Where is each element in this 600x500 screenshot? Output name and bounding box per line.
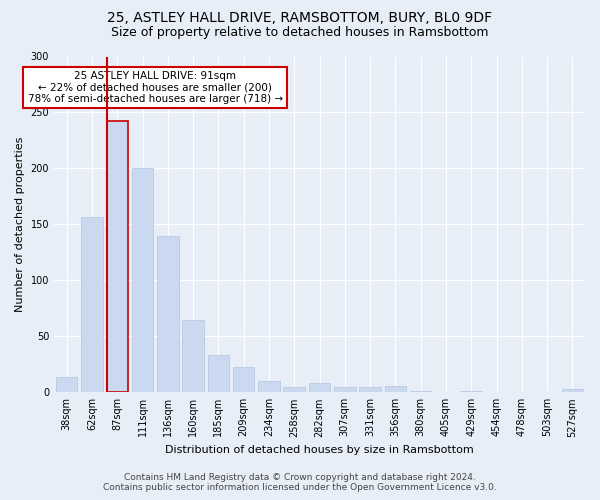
Bar [283, 386, 305, 392]
Bar [562, 389, 583, 392]
Bar [385, 386, 406, 392]
X-axis label: Distribution of detached houses by size in Ramsbottom: Distribution of detached houses by size … [165, 445, 474, 455]
Text: Contains HM Land Registry data © Crown copyright and database right 2024.
Contai: Contains HM Land Registry data © Crown c… [103, 473, 497, 492]
Bar [157, 236, 179, 392]
Bar [208, 356, 229, 393]
Bar [460, 391, 482, 392]
Bar [309, 384, 330, 392]
Bar [258, 381, 280, 392]
Y-axis label: Number of detached properties: Number of detached properties [15, 136, 25, 312]
Bar [410, 391, 431, 392]
Bar [107, 122, 128, 392]
Text: Size of property relative to detached houses in Ramsbottom: Size of property relative to detached ho… [111, 26, 489, 39]
Text: 25 ASTLEY HALL DRIVE: 91sqm
← 22% of detached houses are smaller (200)
78% of se: 25 ASTLEY HALL DRIVE: 91sqm ← 22% of det… [28, 71, 283, 104]
Bar [334, 386, 356, 392]
Bar [56, 376, 77, 392]
Bar [132, 168, 153, 392]
Bar [359, 386, 381, 392]
Bar [233, 366, 254, 392]
Text: 25, ASTLEY HALL DRIVE, RAMSBOTTOM, BURY, BL0 9DF: 25, ASTLEY HALL DRIVE, RAMSBOTTOM, BURY,… [107, 12, 493, 26]
Bar [81, 216, 103, 392]
Bar [182, 320, 204, 392]
